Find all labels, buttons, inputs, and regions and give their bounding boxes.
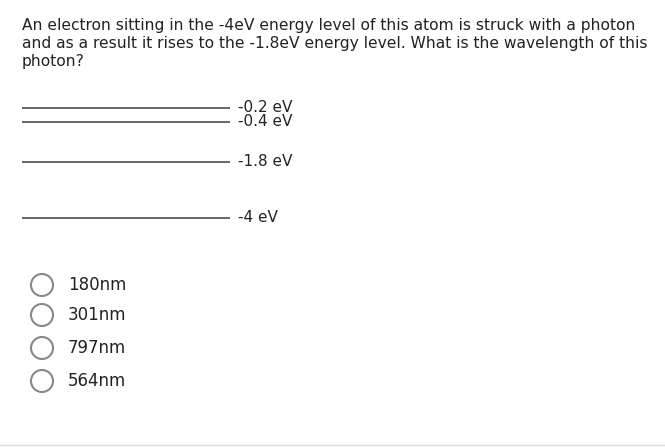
Text: 301nm: 301nm (68, 306, 126, 324)
Text: and as a result it rises to the -1.8eV energy level. What is the wavelength of t: and as a result it rises to the -1.8eV e… (22, 36, 648, 51)
Text: 180nm: 180nm (68, 276, 126, 294)
Text: photon?: photon? (22, 54, 85, 69)
Text: -1.8 eV: -1.8 eV (238, 155, 293, 169)
Text: -0.2 eV: -0.2 eV (238, 101, 293, 115)
Text: 797nm: 797nm (68, 339, 126, 357)
Text: An electron sitting in the -4eV energy level of this atom is struck with a photo: An electron sitting in the -4eV energy l… (22, 18, 635, 33)
Text: 564nm: 564nm (68, 372, 126, 390)
Text: -0.4 eV: -0.4 eV (238, 114, 293, 130)
Text: -4 eV: -4 eV (238, 211, 278, 225)
